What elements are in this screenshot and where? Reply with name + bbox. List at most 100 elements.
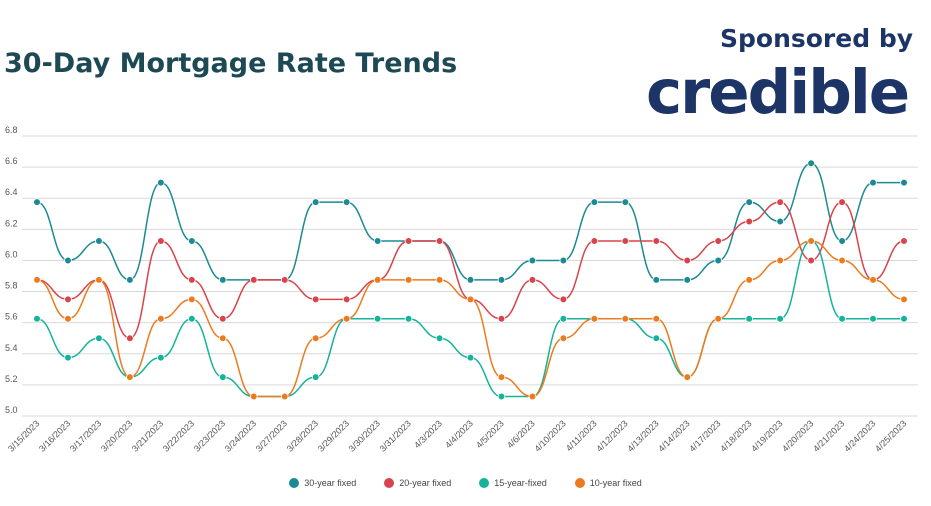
x-tick-label: 3/15/2023 [6,418,41,453]
data-point [404,314,413,323]
credible-logo: credible [646,57,910,128]
data-point [900,314,908,323]
y-tick-label: 5.2 [5,374,18,384]
legend-label: 10-year fixed [589,478,642,488]
data-point [157,353,165,362]
y-tick-label: 6.0 [5,249,18,259]
x-tick-label: 4/4/2023 [443,418,475,450]
y-tick-label: 6.8 [5,125,18,135]
x-tick-label: 3/30/2023 [347,418,382,453]
data-point [64,295,72,304]
data-point [311,373,320,381]
sponsor-label: Sponsored by [720,24,914,53]
data-point [342,314,351,323]
data-point [373,276,382,284]
legend-item[interactable]: 10-year fixed [574,478,642,488]
legend-swatch [574,478,585,488]
data-point [559,295,568,304]
x-tick-label: 4/17/2023 [687,418,722,453]
data-point [559,334,568,343]
data-point [497,373,506,381]
data-point [373,314,382,323]
data-point [590,237,599,245]
data-point [652,237,661,245]
data-point [373,237,382,245]
data-point [745,217,753,226]
data-point [311,334,320,343]
series-line [36,240,904,398]
data-point [714,237,723,245]
data-point [683,373,692,381]
y-tick-label: 6.6 [5,156,18,166]
data-point [528,392,537,401]
data-point [776,198,784,206]
data-point [745,314,753,323]
legend-swatch [384,478,395,488]
data-point [280,276,289,284]
x-tick-label: 4/25/2023 [873,418,908,453]
data-point [126,334,134,343]
y-tick-label: 5.6 [5,312,18,322]
x-tick-label: 4/18/2023 [718,418,753,453]
data-point [280,392,289,401]
data-point [404,276,413,284]
x-tick-label: 4/6/2023 [505,418,537,450]
data-point [559,314,568,323]
legend-label: 20-year fixed [399,478,452,488]
data-point [33,198,41,206]
data-point [466,295,475,304]
y-tick-label: 5.4 [5,343,18,353]
data-point [95,334,103,343]
x-tick-label: 4/12/2023 [594,418,629,453]
data-point [342,295,351,304]
y-axis-ticks: 6.8 6.6 6.4 6.2 6.0 5.8 5.6 5.4 5.2 5.0 [5,125,18,415]
x-axis-ticks: 3/15/20233/16/20233/17/20233/20/20233/21… [6,418,908,453]
x-tick-label: 3/22/2023 [161,418,196,453]
data-point [64,256,72,265]
data-point [126,276,134,284]
data-point [745,276,753,284]
x-tick-label: 4/3/2023 [412,418,444,450]
data-point [33,314,41,323]
legend-swatch [479,478,490,488]
x-tick-label: 3/27/2023 [254,418,289,453]
data-point [869,314,877,323]
data-point [249,392,258,401]
data-point [404,237,413,245]
data-point [807,159,815,168]
data-point [497,392,506,401]
series-3 [33,237,908,401]
chart-grid [22,135,918,417]
data-point [188,295,196,304]
legend-item[interactable]: 20-year fixed [384,478,451,488]
data-point [435,334,444,343]
x-tick-label: 3/31/2023 [378,418,413,453]
data-point [559,256,568,265]
legend-swatch [289,478,300,488]
data-point [714,256,723,265]
chart-title: 30-Day Mortgage Rate Trends [4,48,458,79]
data-point [311,198,320,206]
legend-item[interactable]: 30-year fixed [289,478,356,488]
data-point [807,237,815,245]
series-1 [33,198,908,343]
data-point [590,314,599,323]
data-point [807,256,815,265]
data-point [435,276,444,284]
data-point [157,237,165,245]
legend-item[interactable]: 15-year-fixed [479,478,547,488]
x-tick-label: 3/23/2023 [192,418,227,453]
data-point [838,237,846,245]
x-tick-label: 3/20/2023 [99,418,134,453]
x-tick-label: 4/11/2023 [564,418,599,453]
data-point [218,276,227,284]
data-point [218,373,227,381]
x-tick-label: 4/13/2023 [625,418,660,453]
x-tick-label: 3/17/2023 [68,418,103,453]
x-tick-label: 3/28/2023 [285,418,320,453]
data-point [900,295,908,304]
data-point [497,314,506,323]
data-point [33,276,41,284]
x-tick-label: 4/20/2023 [780,418,815,453]
